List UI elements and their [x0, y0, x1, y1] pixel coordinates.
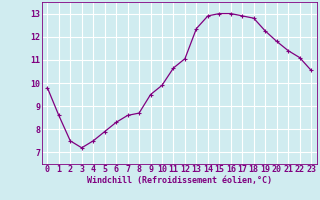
X-axis label: Windchill (Refroidissement éolien,°C): Windchill (Refroidissement éolien,°C)	[87, 176, 272, 185]
